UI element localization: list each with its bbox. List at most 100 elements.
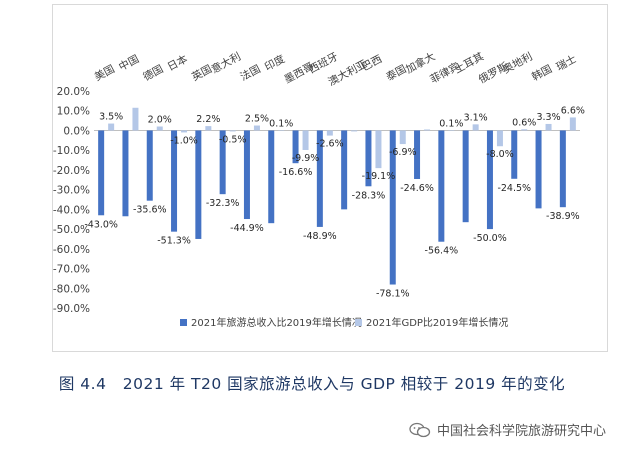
data-label: -1.0%	[170, 135, 198, 146]
data-label: -8.0%	[486, 149, 514, 160]
y-tick-label: -80.0%	[53, 283, 90, 295]
data-label: -2.6%	[316, 139, 344, 150]
tourism-revenue-bar	[462, 130, 469, 223]
data-label: -43.0%	[84, 219, 118, 230]
gdp-bar	[253, 125, 260, 131]
data-label: 2.0%	[148, 115, 172, 126]
data-label: -32.3%	[206, 198, 240, 209]
y-tick-label: -70.0%	[53, 264, 90, 276]
legend-label: 2021年旅游总收入比2019年增长情况	[191, 316, 362, 329]
category-label: 瑞士	[554, 52, 579, 73]
y-tick-label: -20.0%	[53, 165, 90, 177]
data-label: 2.2%	[196, 114, 220, 125]
legend-swatch	[355, 319, 362, 326]
category-label: 德国	[141, 62, 166, 83]
data-label: -16.6%	[279, 167, 313, 178]
data-label: -9.9%	[292, 153, 320, 164]
data-label: -35.6%	[133, 205, 167, 216]
data-label: -0.5%	[219, 134, 247, 145]
data-label: -44.9%	[230, 223, 264, 234]
y-tick-label: -50.0%	[53, 224, 90, 236]
gdp-bar	[521, 129, 528, 131]
gdp-bar	[399, 130, 406, 145]
y-tick-label: 20.0%	[57, 86, 90, 98]
tourism-revenue-bar	[195, 130, 202, 239]
watermark-text: 中国社会科学院旅游研究中心	[436, 424, 606, 439]
gdp-bar	[302, 130, 309, 150]
category-label: 法国	[238, 62, 263, 83]
gdp-bar	[278, 130, 285, 131]
data-label: -50.0%	[473, 233, 507, 244]
data-label: -38.9%	[546, 211, 580, 222]
data-label: -28.3%	[352, 190, 386, 201]
figure-caption: 图 4.4 2021 年 T20 国家旅游总收入与 GDP 相较于 2019 年…	[0, 372, 624, 394]
category-label: 韩国	[530, 62, 555, 83]
category-label: 土耳其	[452, 50, 486, 76]
tourism-revenue-bar	[243, 130, 250, 220]
tourism-revenue-bar	[365, 130, 372, 187]
wechat-logo-icon	[409, 422, 431, 437]
y-tick-label: -60.0%	[53, 244, 90, 256]
y-tick-label: -30.0%	[53, 185, 90, 197]
data-label: 2.5%	[245, 114, 269, 125]
tourism-revenue-bar	[122, 130, 129, 217]
tourism-revenue-bar	[438, 130, 445, 242]
data-label: -19.1%	[362, 171, 396, 182]
legend-label: 2021年GDP比2019年增长情况	[366, 316, 508, 329]
data-label: -6.9%	[389, 147, 417, 158]
data-label: -24.5%	[497, 183, 531, 194]
tourism-revenue-bar	[171, 130, 178, 232]
data-label: 6.6%	[561, 105, 585, 116]
y-tick-label: 0.0%	[63, 125, 90, 137]
tourism-revenue-bar	[98, 130, 105, 216]
category-label: 意大利	[209, 50, 243, 76]
tourism-revenue-bar	[316, 130, 323, 227]
y-tick-label: -90.0%	[53, 303, 90, 315]
tourism-revenue-bar	[486, 130, 493, 230]
gdp-bar	[375, 130, 382, 169]
gdp-bar	[205, 126, 212, 131]
category-label: 印度	[262, 52, 287, 74]
tourism-revenue-bar	[219, 130, 226, 195]
category-label: 中国	[116, 52, 141, 73]
tourism-revenue-bar	[414, 130, 421, 179]
data-label: -51.3%	[157, 236, 191, 247]
gdp-bar	[351, 130, 358, 132]
gdp-bar	[545, 123, 552, 131]
gdp-bar	[181, 130, 188, 133]
gdp-bar	[496, 130, 503, 147]
data-label: 0.1%	[439, 118, 463, 129]
gdp-bar	[132, 107, 139, 131]
category-label: 奥地利	[501, 50, 535, 76]
gdp-bar	[569, 117, 576, 131]
gdp-bar	[156, 126, 163, 131]
tourism-revenue-bar	[146, 130, 153, 201]
data-label: 0.6%	[512, 117, 536, 128]
gdp-bar	[424, 129, 431, 131]
category-label: 日本	[165, 52, 190, 74]
tourism-revenue-bar	[268, 130, 275, 224]
data-label: -48.9%	[303, 231, 337, 242]
data-label: 0.1%	[269, 118, 293, 129]
tourism-revenue-bar	[511, 130, 518, 179]
data-label: -24.6%	[400, 183, 434, 194]
tourism-revenue-bar	[292, 130, 299, 164]
tourism-revenue-bar	[341, 130, 348, 210]
gdp-bar	[472, 124, 479, 131]
data-label: 3.1%	[464, 112, 488, 123]
y-tick-label: 10.0%	[57, 106, 90, 118]
data-label: -78.1%	[376, 289, 410, 300]
caption-label: 图 4.4	[58, 375, 107, 393]
chart-plot: 20.0% 10.0% 0.0% -10.0% -20.0% -30.0% -40.0% -5…	[53, 50, 585, 329]
tourism-revenue-bar	[559, 130, 566, 208]
watermark: 中国社会科学院旅游研究中心	[409, 420, 606, 439]
category-label: 美国	[92, 62, 117, 83]
y-tick-label: -10.0%	[53, 145, 90, 157]
gdp-bar	[326, 130, 333, 136]
tourism-revenue-bar	[389, 130, 396, 285]
gdp-bar	[229, 130, 236, 132]
legend-swatch	[180, 319, 187, 326]
data-label: 3.3%	[536, 112, 560, 123]
data-label: 3.5%	[99, 112, 123, 123]
category-label: 巴西	[360, 53, 384, 73]
